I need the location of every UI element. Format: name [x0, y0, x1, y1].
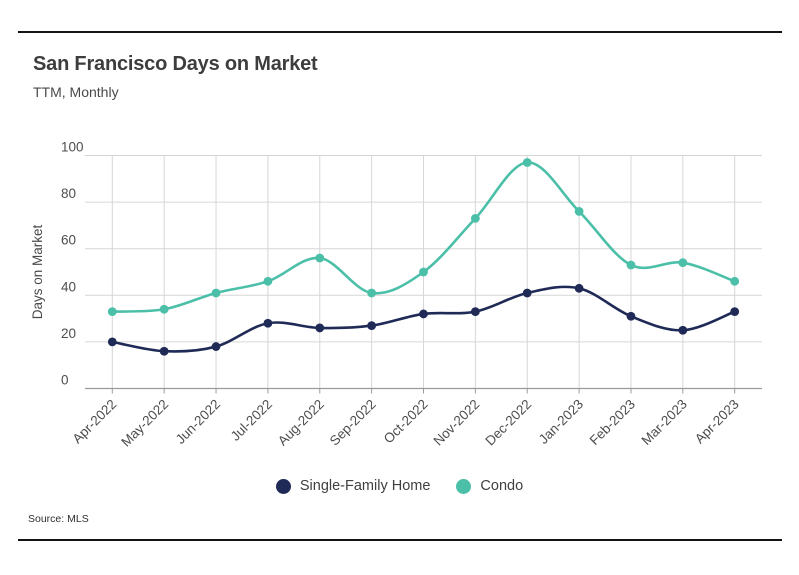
legend-item-single-family: Single-Family Home	[275, 478, 431, 494]
x-tick-label: Jun-2022	[173, 397, 223, 447]
x-tick-label: Sep-2022	[327, 397, 379, 449]
chart-legend: Single-Family Home Condo	[0, 478, 799, 494]
series-point-single-family-home	[419, 309, 428, 319]
series-point-single-family-home	[263, 318, 273, 328]
series-point-condo	[470, 214, 480, 223]
legend-label-condo: Condo	[480, 478, 524, 494]
series-point-condo	[263, 276, 273, 286]
series-point-single-family-home	[211, 342, 221, 351]
series-point-single-family-home	[367, 321, 377, 330]
series-point-condo	[211, 288, 221, 298]
y-tick-label: 20	[61, 326, 76, 341]
series-point-condo	[419, 267, 428, 277]
bottom-rule	[18, 539, 782, 541]
x-tick-label: May-2022	[118, 397, 171, 450]
series-point-single-family-home	[574, 283, 584, 293]
x-tick-label: Jul-2022	[228, 397, 275, 444]
series-point-condo	[574, 207, 584, 216]
series-point-single-family-home	[522, 288, 532, 298]
series-point-single-family-home	[107, 337, 117, 347]
x-tick-label: Nov-2022	[430, 397, 482, 449]
series-point-single-family-home	[730, 307, 740, 317]
x-tick-label: Aug-2022	[275, 397, 327, 449]
series-point-single-family-home	[626, 311, 636, 321]
series-point-single-family-home	[159, 346, 169, 356]
x-tick-label: Dec-2022	[482, 397, 534, 449]
series-point-condo	[159, 304, 169, 314]
single-family-legend-dot-icon	[275, 478, 291, 494]
series-point-condo	[315, 253, 325, 263]
chart-subtitle: TTM, Monthly	[33, 84, 119, 100]
series-point-single-family-home	[470, 307, 480, 317]
x-tick-label: Mar-2023	[638, 397, 689, 448]
condo-legend-dot-icon	[456, 478, 472, 494]
y-tick-label: 80	[61, 186, 76, 201]
series-point-condo	[730, 276, 740, 286]
y-axis-title: Days on Market	[30, 224, 45, 319]
series-point-condo	[626, 260, 636, 270]
series-point-condo	[522, 158, 532, 167]
y-tick-label: 60	[61, 233, 76, 248]
source-note: Source: MLS	[28, 513, 89, 525]
y-tick-label: 40	[61, 279, 76, 294]
series-point-condo	[367, 288, 377, 298]
x-tick-label: Apr-2022	[70, 397, 120, 447]
series-point-single-family-home	[678, 325, 688, 335]
legend-label-single-family: Single-Family Home	[299, 478, 431, 494]
legend-item-condo: Condo	[456, 478, 523, 494]
top-rule	[18, 31, 782, 33]
x-tick-label: Jan-2023	[536, 397, 586, 447]
y-tick-label: 0	[61, 373, 69, 388]
x-tick-label: Apr-2023	[692, 397, 742, 447]
y-tick-label: 100	[61, 140, 84, 155]
series-point-single-family-home	[315, 323, 325, 333]
x-tick-label: Feb-2023	[587, 397, 638, 448]
chart-title: San Francisco Days on Market	[33, 53, 318, 75]
series-point-condo	[678, 258, 688, 268]
series-point-condo	[107, 307, 117, 317]
x-tick-label: Oct-2022	[381, 397, 431, 447]
